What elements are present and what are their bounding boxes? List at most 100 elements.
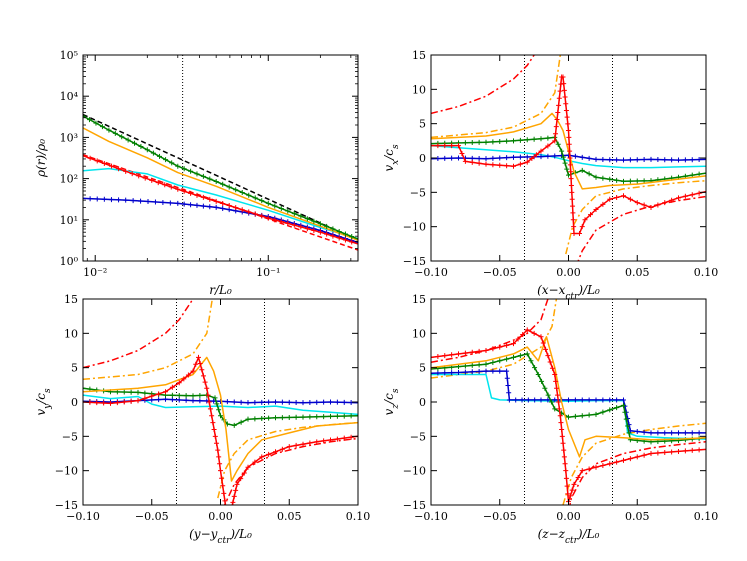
marker	[579, 413, 585, 419]
marker	[307, 414, 313, 420]
series-line-red-dash-dot-L	[83, 299, 194, 369]
marker	[94, 400, 100, 406]
marker	[689, 192, 695, 198]
marker	[476, 139, 482, 145]
marker	[627, 196, 633, 202]
marker	[341, 413, 347, 419]
marker	[549, 365, 555, 371]
marker	[538, 334, 544, 340]
marker	[293, 442, 299, 448]
marker	[449, 370, 455, 376]
marker	[272, 217, 278, 223]
marker	[682, 430, 688, 436]
marker	[511, 341, 516, 347]
marker	[600, 409, 606, 415]
marker	[273, 399, 278, 405]
marker	[555, 141, 561, 147]
marker	[517, 154, 523, 160]
marker	[135, 398, 141, 404]
marker	[560, 440, 566, 446]
y-tick-label: 10	[412, 83, 426, 96]
marker	[600, 157, 606, 163]
marker	[506, 390, 512, 396]
marker	[207, 406, 213, 412]
marker	[563, 468, 569, 474]
marker	[566, 141, 572, 147]
marker	[214, 401, 220, 407]
marker	[483, 161, 489, 167]
marker	[194, 192, 200, 198]
marker	[582, 217, 588, 223]
series-line-cyan	[83, 394, 358, 416]
y-tick-label: 10⁴	[60, 90, 79, 103]
marker	[431, 156, 434, 162]
marker	[575, 475, 581, 481]
marker	[524, 351, 530, 357]
marker	[314, 414, 320, 420]
marker	[176, 397, 182, 403]
marker	[517, 353, 523, 359]
marker	[552, 138, 558, 144]
marker	[317, 229, 323, 235]
marker	[456, 143, 461, 149]
marker	[568, 182, 574, 188]
marker	[567, 493, 573, 499]
marker	[246, 209, 252, 215]
marker	[156, 391, 162, 397]
marker	[682, 193, 688, 199]
marker	[181, 188, 187, 194]
y-tick-label: −15	[403, 255, 426, 268]
x-tick-label: −0.05	[483, 510, 517, 523]
marker	[83, 113, 86, 119]
marker	[579, 167, 585, 173]
marker	[563, 107, 569, 113]
marker	[194, 171, 200, 177]
marker	[566, 414, 571, 420]
marker	[553, 378, 559, 384]
marker	[155, 180, 161, 186]
marker	[561, 81, 567, 87]
marker	[190, 398, 196, 404]
marker	[128, 389, 134, 395]
marker	[286, 399, 292, 405]
marker	[593, 156, 599, 162]
y-tick-label: 10¹	[60, 214, 78, 227]
marker	[231, 493, 237, 499]
marker	[561, 447, 567, 453]
marker	[634, 157, 640, 163]
marker	[553, 124, 559, 130]
x-axis-label: (x−xctr)/L₀	[537, 283, 600, 302]
marker	[517, 161, 523, 167]
marker	[545, 153, 551, 159]
marker	[435, 354, 441, 360]
marker	[200, 203, 206, 209]
marker	[462, 140, 468, 146]
marker	[341, 435, 347, 441]
marker	[607, 407, 613, 413]
marker	[554, 385, 560, 391]
marker	[560, 154, 566, 160]
marker	[435, 143, 441, 149]
marker	[669, 430, 675, 436]
marker	[696, 157, 702, 163]
marker	[83, 153, 86, 159]
marker	[561, 87, 567, 93]
marker	[558, 420, 564, 426]
marker	[431, 370, 434, 376]
marker	[586, 397, 592, 403]
marker	[202, 379, 208, 385]
marker	[641, 452, 647, 458]
marker	[321, 414, 327, 420]
x-tick-label: −0.05	[135, 510, 169, 523]
y-tick-label: −10	[403, 221, 426, 234]
marker	[555, 109, 561, 115]
marker	[511, 154, 516, 160]
marker	[342, 237, 348, 243]
marker	[152, 199, 158, 205]
marker	[197, 392, 203, 398]
marker	[634, 454, 640, 460]
marker	[334, 413, 340, 419]
x-tick-label: 0.05	[277, 510, 302, 523]
marker	[655, 157, 661, 163]
series-line-cyan	[83, 167, 358, 240]
